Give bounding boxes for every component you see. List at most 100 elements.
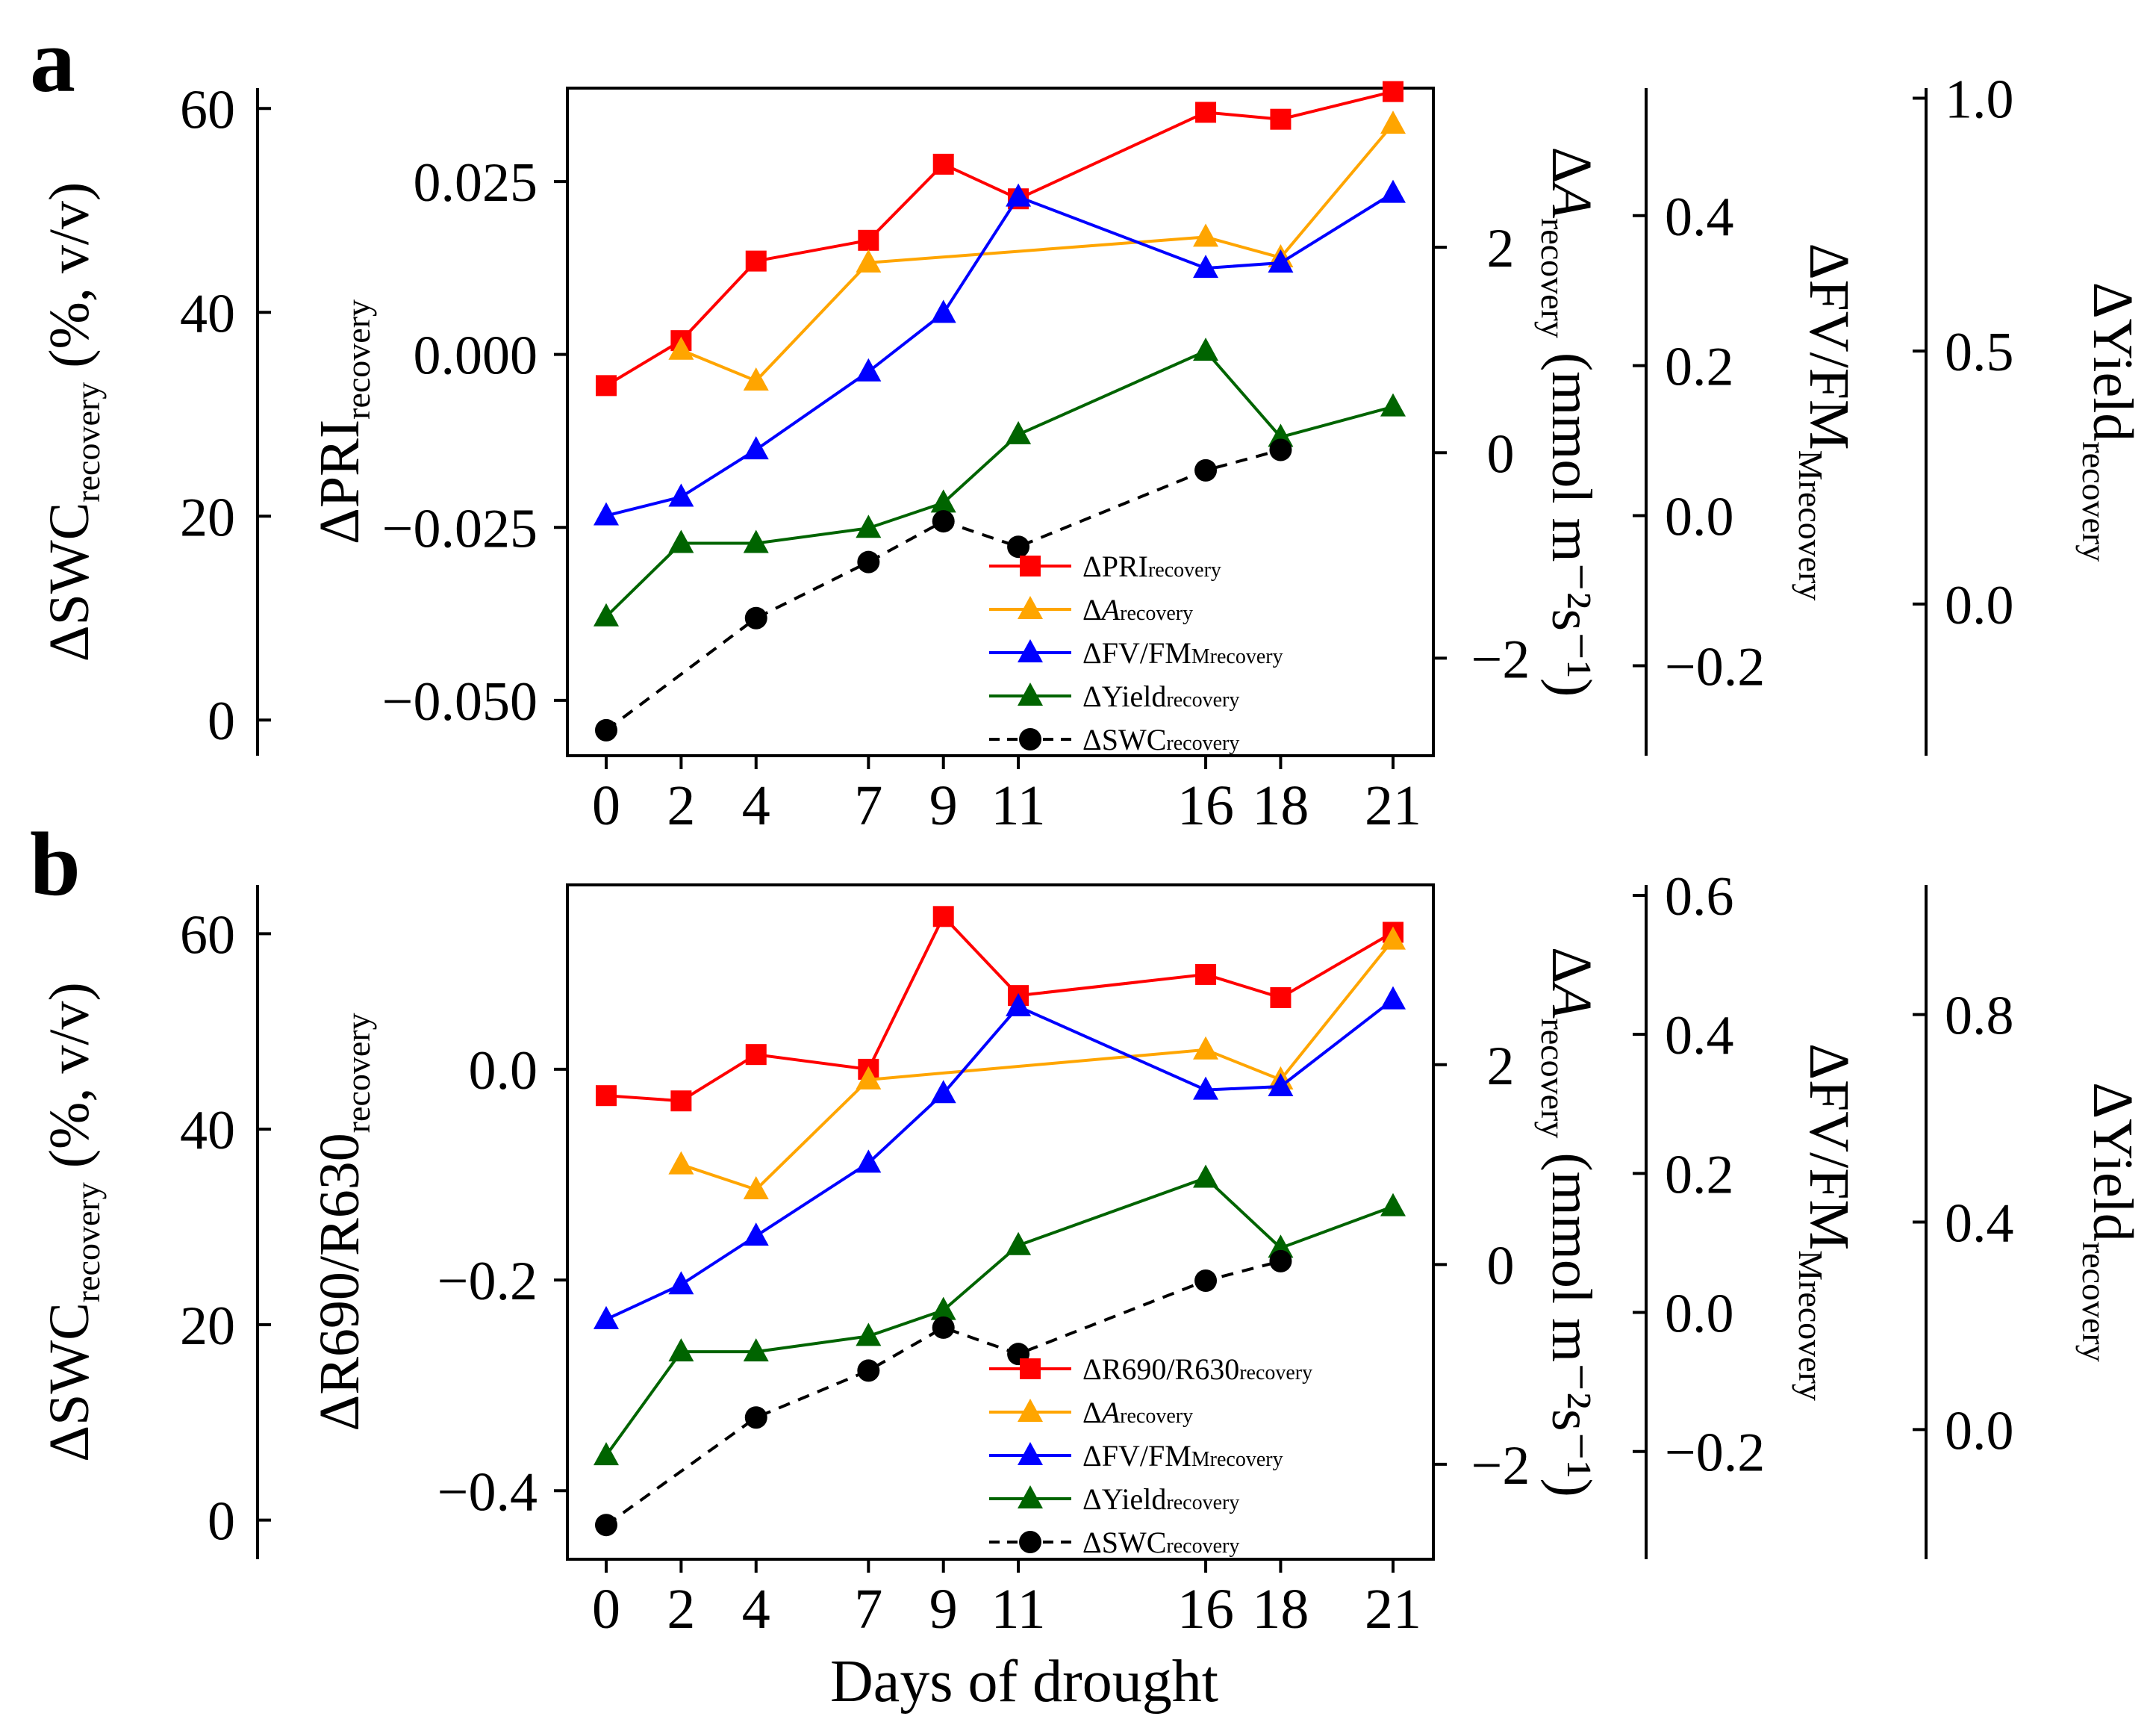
data-point	[1270, 108, 1292, 130]
main-y-tick-label: −0.4	[437, 1461, 538, 1523]
swc-y-tick-label: 40	[180, 1100, 235, 1161]
data-point	[1195, 963, 1217, 985]
data-point	[743, 1222, 769, 1246]
data-point	[1194, 1269, 1218, 1293]
yield-y-tick-label: 0.4	[1945, 1193, 2014, 1255]
fvfm-y-tick-label: 0.6	[1665, 866, 1734, 927]
data-point	[668, 1338, 694, 1362]
a-y-tick-label: −2	[1471, 1435, 1530, 1496]
data-point	[1006, 1231, 1032, 1255]
a-y-tick-label: −2	[1471, 629, 1530, 690]
a-y-tick-label: 2	[1487, 218, 1515, 279]
data-point	[668, 1151, 694, 1175]
x-tick-label: 4	[742, 774, 770, 837]
swc-axis-title: ΔSWCrecovery (%, v/v)	[38, 982, 107, 1462]
x-tick-label: 4	[742, 1578, 770, 1641]
data-point	[1383, 81, 1403, 102]
data-point	[856, 1066, 882, 1090]
fvfm-y-tick-label: 0.0	[1665, 1284, 1734, 1345]
data-point	[932, 906, 954, 927]
data-point	[1193, 255, 1219, 279]
data-point	[1269, 438, 1292, 461]
data-point	[668, 529, 694, 553]
data-point	[745, 1044, 767, 1066]
series-0	[596, 81, 1403, 397]
data-point	[1006, 992, 1032, 1016]
a-y-tick-label: 0	[1487, 1235, 1515, 1296]
x-tick-label: 7	[854, 774, 882, 837]
x-tick-label: 18	[1252, 774, 1309, 837]
fvfm-y-tick-label: 0.4	[1665, 1005, 1734, 1066]
data-point	[596, 1085, 617, 1107]
swc-axis-title: ΔSWCrecovery (%, v/v)	[38, 182, 107, 662]
data-point	[593, 502, 619, 526]
main-y-tick-label: 0.000	[414, 326, 538, 387]
legend-label: ΔArecovery	[1082, 1396, 1193, 1429]
data-point	[593, 1305, 619, 1329]
data-point	[1380, 1193, 1406, 1216]
legend-label: ΔSWCrecovery	[1082, 1526, 1239, 1559]
legend-label: ΔSWCrecovery	[1082, 723, 1239, 756]
data-point	[1380, 393, 1406, 417]
a-axis-title: ΔArecovery (mmol m⁻²s⁻¹)	[1534, 147, 1603, 697]
data-point	[1380, 986, 1406, 1010]
data-point	[932, 1316, 955, 1339]
panel-a-letter: a	[30, 10, 75, 111]
data-point	[1380, 111, 1406, 134]
data-point	[1195, 102, 1217, 123]
x-tick-label: 2	[667, 1578, 695, 1641]
data-point	[1269, 1249, 1292, 1272]
data-point	[668, 336, 694, 360]
data-point	[856, 358, 882, 382]
data-point	[856, 1149, 882, 1173]
series-line	[605, 913, 1395, 1103]
series-3	[593, 1164, 1406, 1466]
x-tick-label: 11	[991, 1578, 1046, 1641]
data-point	[1194, 459, 1218, 482]
data-point	[595, 718, 617, 742]
data-point	[930, 489, 956, 513]
data-point	[930, 299, 956, 323]
series-line	[605, 1176, 1394, 1457]
legend-marker	[1020, 556, 1041, 576]
data-point	[930, 1296, 956, 1320]
x-tick-label: 18	[1252, 1578, 1309, 1641]
x-tick-label: 2	[667, 774, 695, 837]
data-point	[1193, 338, 1219, 361]
swc-y-tick-label: 20	[180, 487, 235, 548]
plot-frame	[566, 883, 1435, 1561]
data-point	[1193, 1036, 1219, 1060]
series-1	[668, 926, 1406, 1200]
main-axis-title: ΔPRIrecovery	[308, 299, 377, 544]
legend-label: ΔArecovery	[1082, 593, 1193, 627]
data-point	[1270, 986, 1292, 1008]
series-line	[605, 998, 1395, 1321]
panel-a: 0 2 4 7 9 11 16 18 21−0.050−0.0250.0000.025−2020…	[38, 69, 2144, 837]
series-line	[605, 90, 1394, 388]
series-line	[680, 122, 1395, 383]
legend-label: ΔFV/FMMrecovery	[1082, 636, 1283, 670]
main-y-tick-label: −0.050	[382, 671, 538, 733]
fvfm-y-tick-label: 0.2	[1665, 1144, 1734, 1205]
data-point	[856, 249, 882, 273]
data-point	[1380, 179, 1406, 203]
data-point	[1268, 1234, 1294, 1258]
legend-label: ΔFV/FMMrecovery	[1082, 1439, 1283, 1473]
x-axis-title: Days of drought	[830, 1649, 1218, 1715]
fvfm-y-tick-label: 0.0	[1665, 487, 1734, 548]
data-point	[1268, 1072, 1294, 1096]
data-point	[1193, 1076, 1219, 1100]
x-tick-label: 0	[592, 1578, 620, 1641]
data-point	[932, 510, 955, 533]
data-point	[745, 250, 767, 272]
legend-marker	[1019, 728, 1041, 750]
yield-axis-title: ΔYieldrecovery	[2075, 1082, 2144, 1361]
data-point	[744, 1406, 767, 1429]
data-point	[1006, 420, 1032, 444]
legend: ΔPRIrecovery ΔArecovery ΔFV/FMMrecovery ΔYi…	[989, 550, 1283, 756]
legend-marker	[1018, 639, 1043, 662]
data-point	[743, 1338, 769, 1362]
fvfm-axis-title: ΔFV/FMMrecovery	[1792, 243, 1860, 601]
main-axis-title: ΔR690/R630recovery	[308, 1013, 377, 1431]
